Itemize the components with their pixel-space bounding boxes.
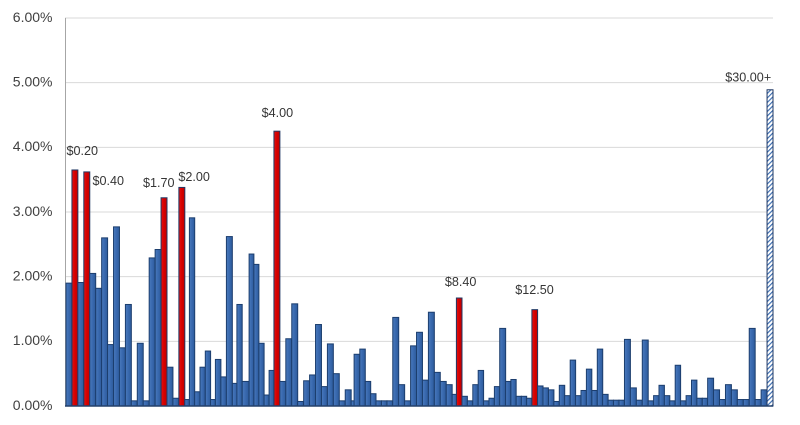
svg-text:6.00%: 6.00%: [13, 9, 53, 25]
svg-text:4.00%: 4.00%: [13, 138, 53, 154]
svg-text:$30.00+: $30.00+: [725, 71, 771, 85]
svg-text:0.00%: 0.00%: [13, 397, 53, 413]
svg-text:$0.20: $0.20: [67, 144, 99, 158]
svg-text:$2.00: $2.00: [178, 170, 210, 184]
svg-text:$1.70: $1.70: [143, 176, 175, 190]
svg-text:$0.40: $0.40: [93, 174, 125, 188]
svg-text:1.00%: 1.00%: [13, 332, 53, 348]
svg-text:$8.40: $8.40: [445, 275, 477, 289]
svg-text:$4.00: $4.00: [262, 106, 294, 120]
svg-text:5.00%: 5.00%: [13, 74, 53, 90]
svg-text:3.00%: 3.00%: [13, 203, 53, 219]
svg-text:2.00%: 2.00%: [13, 268, 53, 284]
svg-text:$12.50: $12.50: [515, 283, 554, 297]
